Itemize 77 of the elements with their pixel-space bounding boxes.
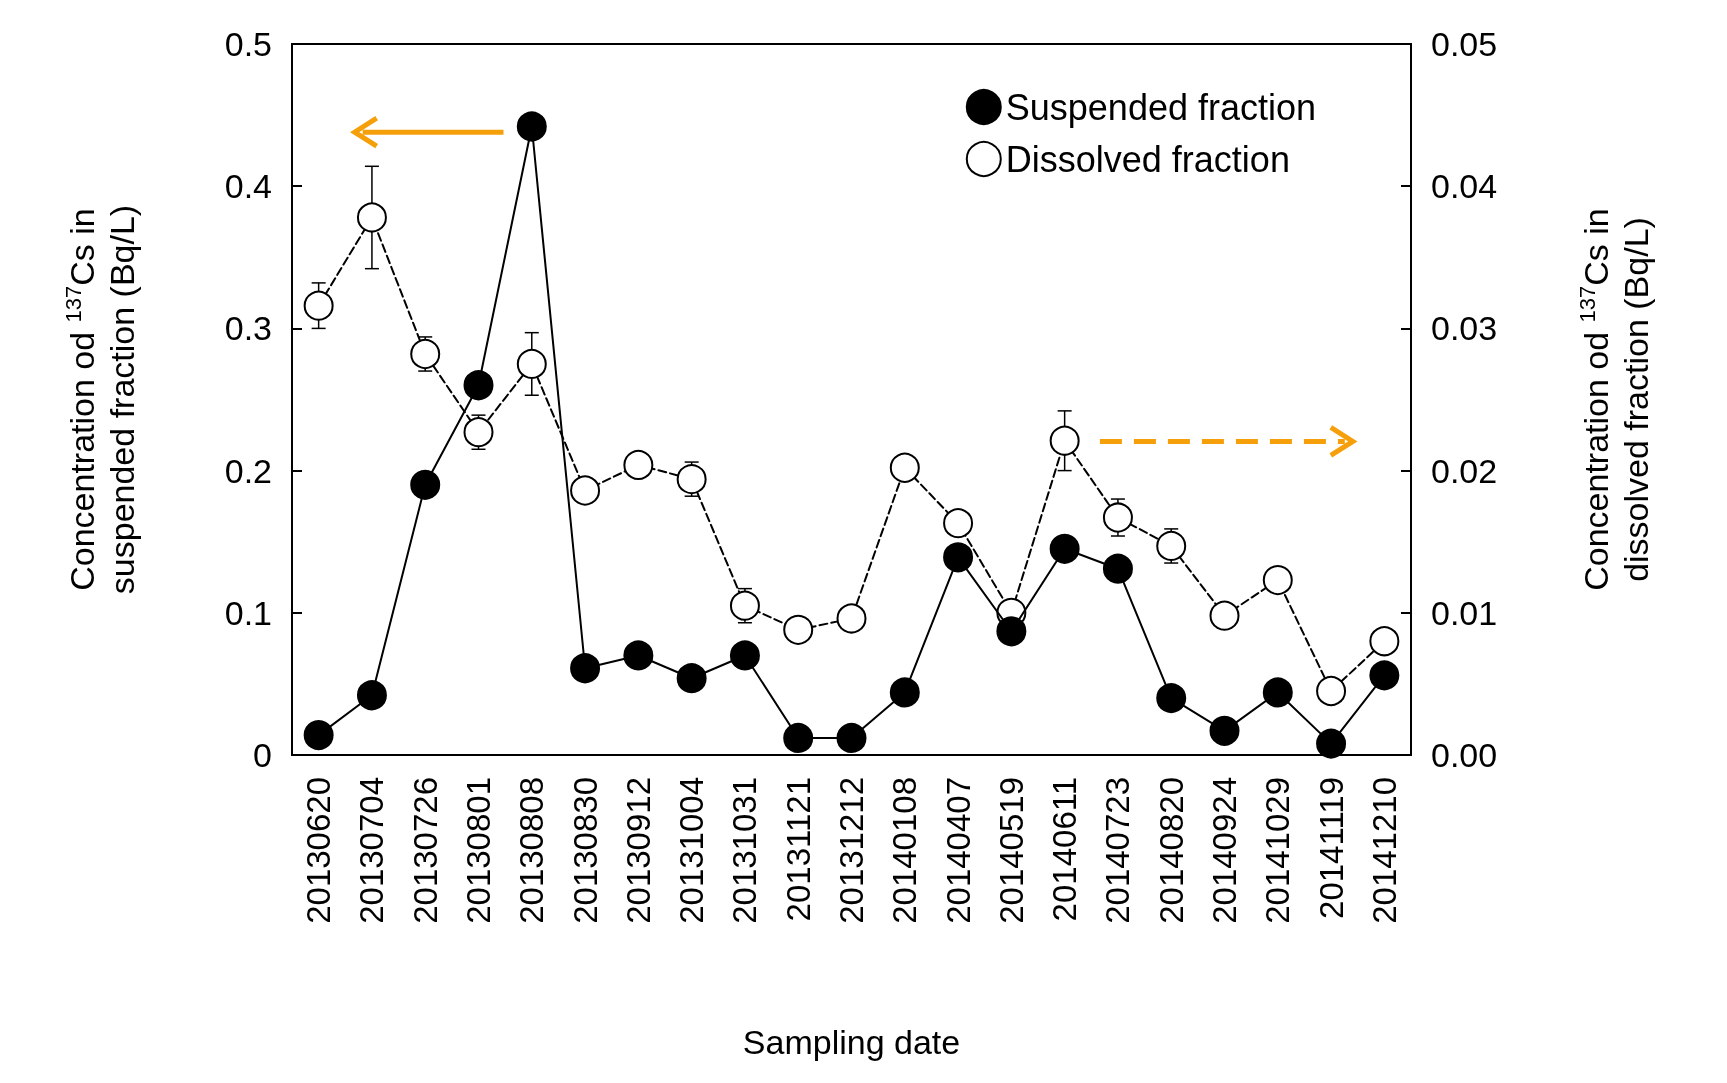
point [889, 677, 920, 708]
legend-label: Dissolved fraction [1005, 138, 1290, 180]
point [836, 603, 867, 634]
point [996, 616, 1027, 647]
point [1316, 676, 1347, 706]
point [889, 452, 920, 483]
point [410, 339, 441, 369]
point [783, 722, 814, 753]
point [356, 680, 387, 711]
point [1369, 626, 1400, 657]
point [1156, 530, 1187, 561]
point [356, 202, 387, 233]
y2-tick-label: 0.01 [1431, 593, 1498, 632]
x-tick-label: 20141210 [1365, 777, 1403, 924]
y-tick-label: 0 [253, 736, 272, 774]
y-tick-label: 0.5 [224, 25, 272, 63]
x-tick-label: 20141029 [1259, 777, 1297, 924]
point [303, 720, 334, 751]
x-tick-label: 20140611 [1046, 777, 1084, 922]
point [943, 508, 974, 539]
y-tick-label: 0.2 [224, 451, 272, 490]
point [1369, 660, 1400, 691]
point [1262, 677, 1293, 708]
point [1049, 425, 1080, 456]
point [1102, 553, 1133, 584]
y2-tick-label: 0.05 [1431, 25, 1498, 63]
x-tick-label: 20130726 [406, 777, 444, 924]
point [729, 590, 760, 621]
point [1049, 533, 1080, 564]
x-tick-label: 20131121 [779, 777, 817, 922]
x-tick-label: 20140723 [1099, 777, 1137, 924]
x-tick-label: 20130620 [300, 777, 338, 924]
y2-tick-label: 0.00 [1431, 736, 1498, 774]
x-tick-label: 20141119 [1312, 777, 1350, 919]
point [1209, 600, 1240, 631]
point [676, 663, 707, 694]
point [623, 640, 654, 671]
point [463, 417, 494, 448]
x-tick-label: 20140519 [992, 777, 1030, 924]
point [570, 475, 601, 506]
x-tick-label: 20130704 [353, 777, 391, 924]
y2-tick-label: 0.03 [1431, 309, 1498, 348]
x-tick-label: 20140108 [886, 777, 924, 924]
point [516, 111, 547, 142]
point [1316, 728, 1347, 759]
point [1102, 502, 1133, 533]
x-axis-title: Sampling date [742, 1023, 961, 1061]
x-tick-label: 20140407 [939, 777, 977, 924]
point [1209, 715, 1240, 746]
y-tick-label: 0.1 [224, 593, 272, 632]
point [836, 722, 867, 753]
legend-label: Suspended fraction [1005, 86, 1316, 128]
point [676, 464, 707, 495]
y-tick-label: 0.4 [224, 167, 272, 206]
point [943, 542, 974, 573]
point [463, 370, 494, 401]
x-tick-label: 20131031 [726, 777, 764, 924]
point [516, 348, 547, 379]
point [1262, 565, 1293, 596]
y2-tick-label: 0.02 [1431, 451, 1498, 490]
point [783, 614, 814, 645]
x-tick-label: 20140820 [1152, 777, 1190, 924]
point [303, 290, 334, 321]
x-tick-label: 20140924 [1206, 777, 1243, 924]
x-tick-label: 20130801 [460, 777, 497, 924]
x-tick-label: 20130808 [513, 777, 551, 924]
x-tick-label: 20131212 [833, 777, 870, 924]
point [623, 449, 654, 480]
x-tick-label: 20131004 [673, 777, 711, 924]
point [729, 640, 760, 671]
x-tick-label: 20130912 [619, 777, 657, 924]
y-tick-label: 0.3 [224, 309, 272, 348]
y2-tick-label: 0.04 [1431, 167, 1498, 206]
x-tick-label: 20130830 [566, 777, 604, 924]
point [570, 653, 601, 684]
point [410, 469, 441, 500]
point [1156, 683, 1187, 714]
